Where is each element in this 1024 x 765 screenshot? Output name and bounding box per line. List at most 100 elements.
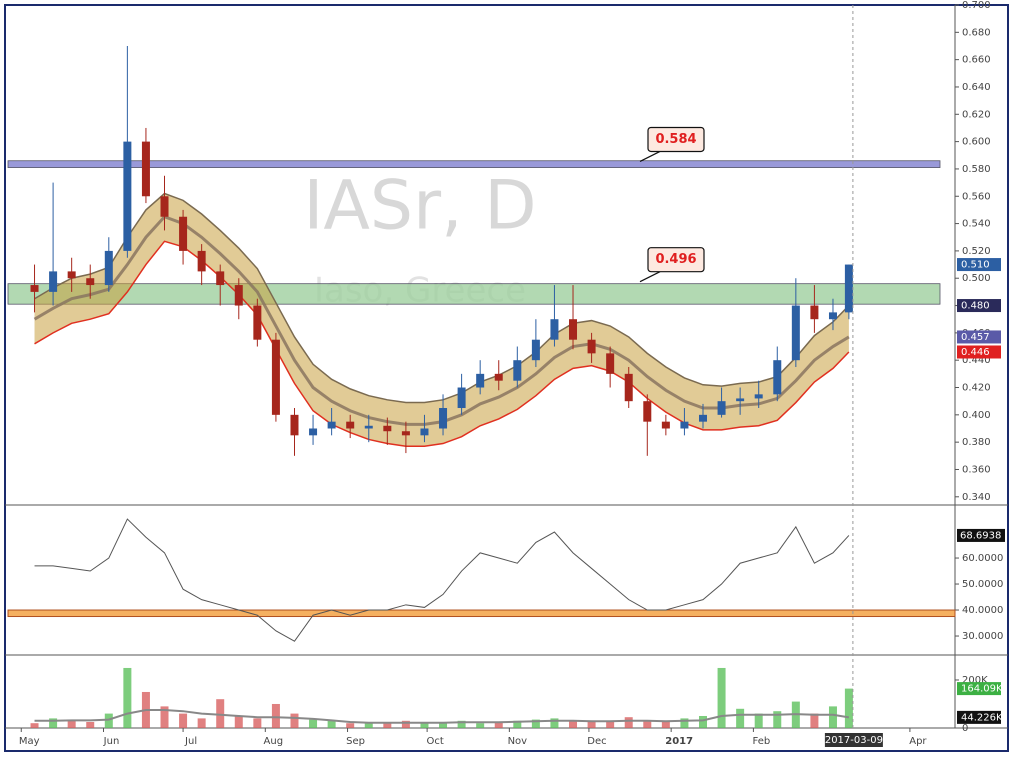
price-badge-label: 0.457 bbox=[961, 332, 990, 343]
y-tick-label: 0.620 bbox=[962, 109, 991, 120]
callout-pointer bbox=[639, 271, 661, 283]
price-badge-label: 0.480 bbox=[961, 301, 990, 312]
volume-bar bbox=[420, 723, 429, 728]
price-badge-label: 0.510 bbox=[961, 260, 990, 271]
y-tick-label: 50.0000 bbox=[962, 579, 1003, 590]
y-tick-label: 0.440 bbox=[962, 355, 991, 366]
candle-body bbox=[828, 312, 837, 320]
price-badge bbox=[957, 258, 1001, 272]
x-tick-label: Aug bbox=[264, 736, 284, 747]
y-tick-label: 0.600 bbox=[962, 137, 991, 148]
volume-bar bbox=[383, 723, 392, 728]
volume-bar bbox=[844, 688, 853, 728]
volume-bar bbox=[680, 718, 689, 728]
candle-body bbox=[476, 373, 485, 388]
y-tick-label: 0.400 bbox=[962, 410, 991, 421]
candle-body bbox=[30, 285, 39, 292]
volume-bar bbox=[327, 720, 336, 728]
candle-body bbox=[197, 250, 206, 272]
x-tick-label: Dec bbox=[587, 736, 606, 747]
candle-body bbox=[67, 271, 76, 279]
candle-body bbox=[736, 398, 745, 402]
candle-body bbox=[791, 305, 800, 361]
candle-body bbox=[346, 421, 355, 429]
candle-body bbox=[290, 414, 299, 436]
volume-bar bbox=[513, 720, 522, 728]
volume-bar bbox=[717, 667, 726, 728]
price-badge-label: 44.226K bbox=[961, 712, 1003, 723]
candle-body bbox=[457, 387, 466, 409]
band-fill bbox=[34, 193, 849, 447]
y-tick-label: 0.500 bbox=[962, 273, 991, 284]
rsi-badge-label: 68.6938 bbox=[960, 530, 1001, 541]
y-tick-label: 0.520 bbox=[962, 246, 991, 257]
volume-bar bbox=[606, 720, 615, 728]
volume-bar bbox=[49, 718, 58, 728]
candle-body bbox=[844, 264, 853, 313]
y-tick-label: 0.560 bbox=[962, 191, 991, 202]
x-tick-label: Apr bbox=[909, 736, 927, 747]
volume-ma-line bbox=[34, 708, 850, 724]
callout-pointer bbox=[639, 150, 661, 163]
cursor-date: 2017-03-09 bbox=[825, 735, 883, 746]
y-tick-label: 0.340 bbox=[962, 492, 991, 503]
candle-body bbox=[234, 285, 243, 306]
volume-bar bbox=[569, 720, 578, 728]
candle-body bbox=[49, 271, 58, 292]
candle-body bbox=[160, 196, 169, 217]
x-tick-label: Jul bbox=[184, 736, 197, 747]
y-tick-label: 0.380 bbox=[962, 437, 991, 448]
candle-body bbox=[216, 271, 225, 286]
cursor-date-box bbox=[824, 733, 883, 747]
volume-bar bbox=[828, 706, 837, 728]
candle-body bbox=[271, 339, 280, 415]
volume-bar bbox=[661, 721, 670, 728]
candle-body bbox=[309, 428, 318, 436]
candle-body bbox=[253, 305, 262, 340]
callout-box bbox=[647, 247, 705, 273]
y-tick-label: 0 bbox=[962, 723, 968, 734]
candle-body bbox=[439, 408, 448, 429]
volume-bar bbox=[179, 713, 188, 728]
price-badge bbox=[957, 682, 1001, 696]
price-badge-label: 0.446 bbox=[961, 347, 990, 358]
candle-body bbox=[717, 401, 726, 415]
candle-body bbox=[624, 373, 633, 402]
candle-body bbox=[420, 428, 429, 436]
price-badge-label: 164.09K bbox=[961, 684, 1003, 695]
candle-body bbox=[661, 421, 670, 429]
volume-bar bbox=[309, 719, 318, 728]
volume-bar bbox=[253, 718, 262, 728]
volume-bar bbox=[643, 720, 652, 728]
overlay-line bbox=[34, 240, 850, 448]
candle-body bbox=[643, 401, 652, 422]
y-tick-label: 0.420 bbox=[962, 383, 991, 394]
y-tick-label: 0.360 bbox=[962, 464, 991, 475]
volume-bar bbox=[197, 718, 206, 728]
volume-bar bbox=[104, 713, 113, 728]
candle-body bbox=[754, 394, 763, 399]
candle-body bbox=[141, 141, 150, 197]
volume-bar bbox=[234, 715, 243, 728]
volume-bar bbox=[216, 699, 225, 728]
volume-bar bbox=[67, 720, 76, 728]
price-badge bbox=[957, 330, 1001, 344]
level-label: 0.584 bbox=[655, 132, 696, 147]
candle-body bbox=[86, 278, 95, 286]
y-tick-label: 30.0000 bbox=[962, 631, 1003, 642]
callout-box bbox=[647, 126, 705, 153]
x-tick-label: Jun bbox=[103, 736, 120, 747]
y-tick-label: 200K bbox=[962, 675, 988, 686]
candle-body bbox=[550, 319, 559, 340]
volume-bar bbox=[160, 706, 169, 728]
candle-body bbox=[494, 373, 503, 381]
y-tick-label: 0.540 bbox=[962, 219, 991, 230]
volume-bar bbox=[624, 717, 633, 728]
level-zone bbox=[7, 160, 941, 168]
x-tick-label: May bbox=[19, 736, 40, 747]
y-tick-label: 0.660 bbox=[962, 55, 991, 66]
candle-body bbox=[531, 339, 540, 361]
x-tick-label: Oct bbox=[426, 736, 443, 747]
volume-bar bbox=[123, 667, 132, 728]
volume-bar bbox=[494, 721, 503, 728]
